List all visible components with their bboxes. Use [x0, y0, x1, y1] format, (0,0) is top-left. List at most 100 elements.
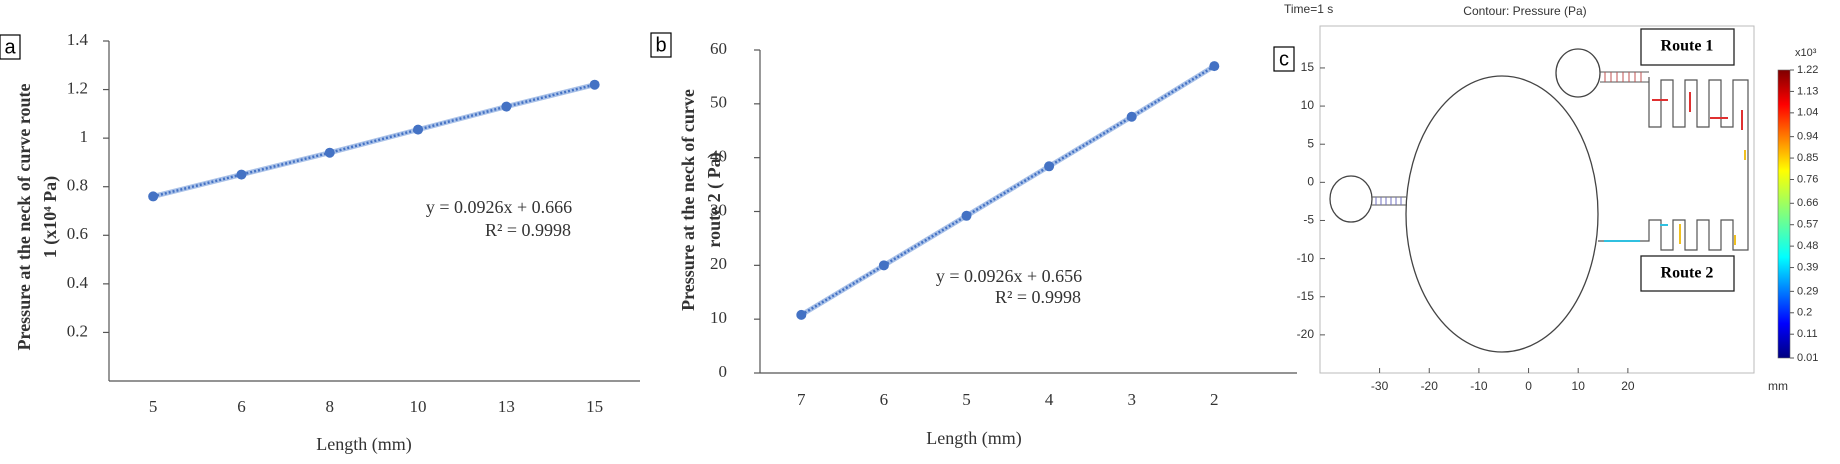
equation-annotation: R² = 0.9998	[485, 220, 571, 240]
y-tick-label: 40	[710, 147, 727, 166]
pressure-trace	[1652, 92, 1743, 130]
route-label: Route 1	[1661, 38, 1714, 55]
y-tick-label: 0	[1307, 175, 1314, 189]
panel-label: c	[1279, 48, 1289, 70]
data-point	[148, 191, 159, 202]
data-point	[961, 210, 972, 221]
data-point	[878, 260, 889, 271]
x-tick-label: 0	[1525, 379, 1532, 393]
channel	[1372, 196, 1406, 206]
data-point	[413, 124, 424, 135]
data-point	[796, 309, 807, 320]
route-label: Route 2	[1661, 265, 1714, 282]
equation-annotation: R² = 0.9998	[995, 287, 1081, 307]
y-tick-label: 50	[710, 93, 727, 112]
data-point	[501, 101, 512, 112]
data-point	[1209, 61, 1220, 72]
trend-line-halo	[152, 82, 596, 199]
y-tick-label: 1.2	[67, 78, 88, 97]
x-tick-label: 15	[586, 397, 603, 416]
y-tick-label: 20	[710, 254, 727, 273]
route-1-box	[1640, 28, 1735, 66]
x-tick-label: 7	[797, 390, 806, 409]
x-axis-label: Length (mm)	[926, 428, 1021, 449]
y-tick-label: 0.6	[67, 224, 88, 243]
y-axis-label: Pressure at the neck of curve route	[14, 84, 34, 351]
colorbar-tick-label: 0.48	[1797, 240, 1818, 252]
data-point	[1044, 161, 1055, 172]
panel-label: b	[655, 34, 666, 56]
x-axis-label: Length (mm)	[316, 434, 411, 455]
y-tick-label: 15	[1301, 60, 1315, 74]
x-tick-label: 20	[1621, 379, 1635, 393]
plot-frame	[1319, 25, 1755, 374]
panel-label-box	[650, 32, 672, 58]
colorbar-tick-label: 0.85	[1797, 152, 1818, 164]
colorbar-multiplier: x10³	[1795, 47, 1817, 59]
x-tick-label: 4	[1045, 390, 1054, 409]
y-axis-label: route 2 ( Pa)	[704, 152, 725, 247]
x-tick-label: 13	[498, 397, 515, 416]
x-tick-label: -20	[1421, 379, 1439, 393]
equation-annotation: y = 0.0926x + 0.666	[426, 197, 572, 217]
x-tick-label: 10	[1572, 379, 1586, 393]
x-tick-label: -30	[1371, 379, 1389, 393]
colorbar-tick-label: 0.66	[1797, 197, 1818, 209]
colorbar-tick-label: 0.94	[1797, 131, 1818, 143]
x-tick-label: 10	[410, 397, 427, 416]
colorbar-tick-label: 0.11	[1797, 328, 1818, 340]
x-tick-label: 6	[237, 397, 246, 416]
panel-label-box	[0, 34, 21, 60]
y-axis-label: 1 (x10⁴ Pa)	[40, 176, 61, 258]
x-tick-label: 3	[1127, 390, 1136, 409]
panel-a: 0.2 0.4 0.6 0.8 1 1.2 1.4 5 6 8 10 13 15 Length (mm) P…	[0, 30, 640, 455]
panel-label-box	[1273, 46, 1295, 72]
y-tick-label: -5	[1303, 213, 1314, 227]
data-point	[1126, 111, 1137, 122]
x-tick-label: 2	[1210, 390, 1219, 409]
channel-mesh	[1375, 197, 1402, 205]
y-tick-label: 1.4	[67, 30, 89, 49]
colorbar	[1777, 69, 1791, 359]
y-tick-label: 10	[1301, 98, 1315, 112]
y-tick-label: 10	[710, 308, 727, 327]
time-label: Time=1 s	[1284, 2, 1333, 16]
colorbar-tick-label: 0.29	[1797, 285, 1818, 297]
y-tick-label: 30	[710, 200, 727, 219]
equation-annotation: y = 0.0926x + 0.656	[936, 266, 1082, 286]
outlet-chamber	[1555, 48, 1601, 98]
channel	[1600, 71, 1649, 83]
panel-c: -30 -20 -10 0 10 20 mm 15 10 5 0 -5 -10 -15 -20 Contour…	[1273, 2, 1818, 393]
plot-title: Contour: Pressure (Pa)	[1463, 4, 1586, 18]
colorbar-tick-label: 0.01	[1797, 352, 1818, 364]
panel-b: 0 10 20 30 40 50 60 7 6 5 4 3 2 Length (mm) Pressure a…	[650, 32, 1297, 449]
pressure-trace	[1604, 224, 1668, 242]
main-chamber	[1405, 75, 1599, 353]
channel-mesh	[1604, 72, 1642, 82]
data-line	[800, 65, 1215, 316]
data-point	[589, 79, 600, 90]
y-tick-label: 60	[710, 39, 727, 58]
y-tick-label: 0.2	[67, 321, 88, 340]
data-point	[324, 147, 335, 158]
y-tick-label: 1	[80, 127, 89, 146]
y-tick-label: -20	[1297, 327, 1315, 341]
colorbar-tick-label: 1.04	[1797, 107, 1818, 119]
colorbar-tick-label: 0.76	[1797, 173, 1818, 185]
y-tick-label: -15	[1297, 289, 1315, 303]
x-tick-label: 8	[326, 397, 335, 416]
data-point	[236, 169, 247, 180]
colorbar-tick-label: 1.13	[1797, 85, 1818, 97]
colorbar-tick-label: 0.39	[1797, 261, 1818, 273]
x-tick-label: -10	[1470, 379, 1488, 393]
colorbar-tick-label: 0.2	[1797, 307, 1812, 319]
y-axis-label: Pressure at the neck of curve	[678, 89, 698, 311]
x-tick-label: 5	[962, 390, 971, 409]
y-tick-label: 0.4	[67, 273, 89, 292]
route-2-box	[1640, 255, 1735, 292]
pressure-trace	[1679, 150, 1746, 245]
panel-label: a	[4, 36, 16, 58]
y-tick-label: -10	[1297, 251, 1315, 265]
serpentine-route	[1598, 77, 1749, 251]
